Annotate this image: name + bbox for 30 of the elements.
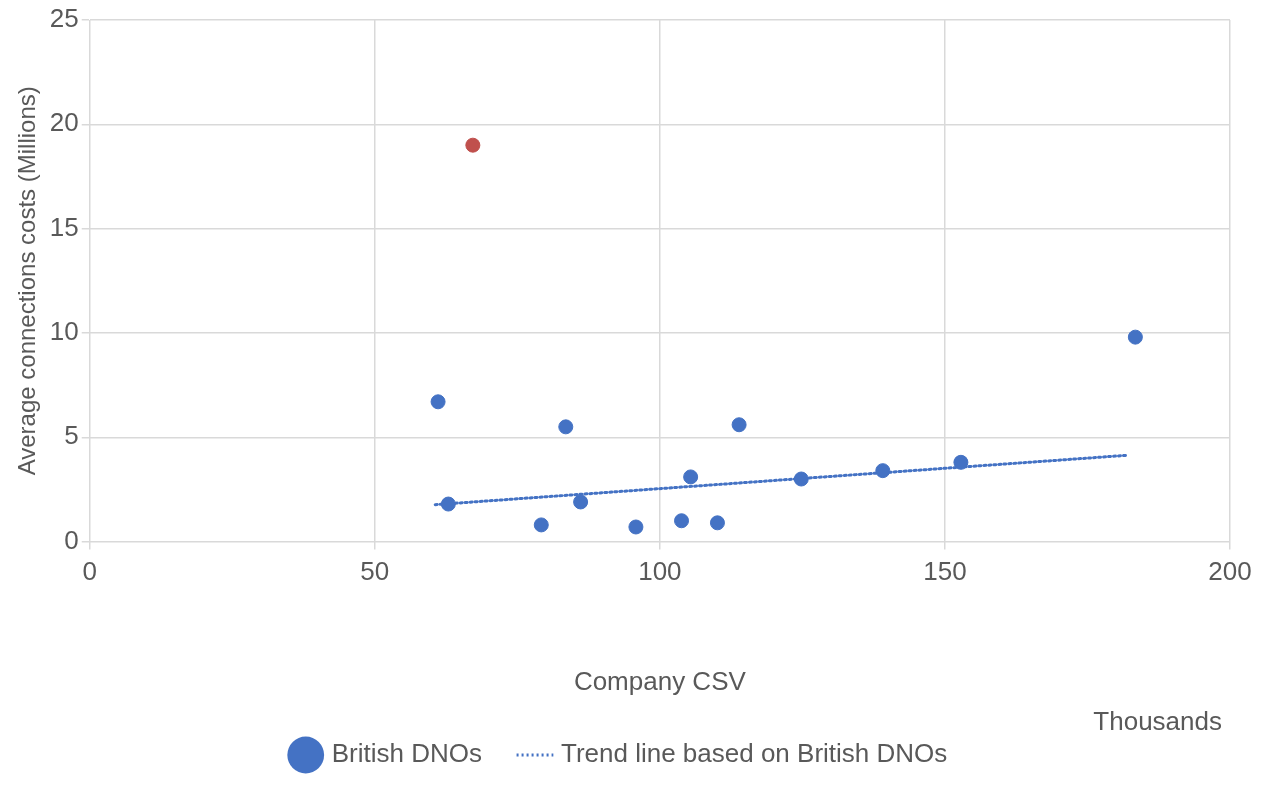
point xyxy=(440,496,456,512)
x-tick-label: 150 xyxy=(923,556,967,587)
point xyxy=(793,471,809,487)
point xyxy=(683,469,699,485)
x-axis-title: Company CSV xyxy=(573,665,747,696)
point xyxy=(465,137,481,153)
point xyxy=(875,463,891,479)
x-tick-label: 200 xyxy=(1208,556,1252,587)
point xyxy=(628,519,644,535)
point xyxy=(558,419,574,435)
y-tick-label: 5 xyxy=(64,420,79,451)
y-tick-label: 0 xyxy=(64,524,79,555)
point xyxy=(1127,329,1143,345)
text: Thousands xyxy=(1093,706,1222,737)
point xyxy=(533,517,549,533)
legend-label: Trend line based on British DNOs xyxy=(560,738,948,769)
y-tick-label: 25 xyxy=(49,3,79,34)
point xyxy=(709,515,725,531)
x-tick-label: 100 xyxy=(638,556,682,587)
y-tick-label: 20 xyxy=(49,107,79,138)
legend-label: British DNOs xyxy=(331,738,482,769)
y-axis-title: Average connections costs (Millions) xyxy=(13,86,41,476)
point xyxy=(573,494,589,510)
point xyxy=(953,454,969,470)
y-tick-label: 10 xyxy=(49,316,79,347)
y-tick-label: 15 xyxy=(49,211,79,242)
point xyxy=(674,513,690,529)
x-tick-label: 50 xyxy=(360,556,390,587)
point xyxy=(731,417,747,433)
point xyxy=(430,394,446,410)
